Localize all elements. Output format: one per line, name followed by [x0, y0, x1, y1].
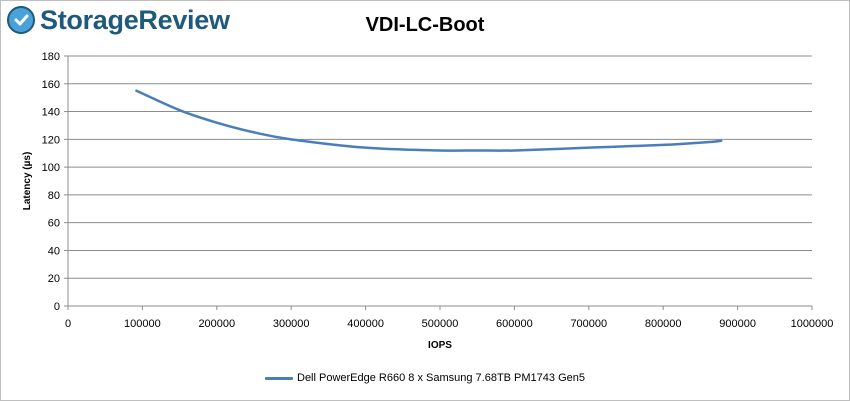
x-tick-label: 200000 — [198, 318, 235, 330]
x-tick-label: 500000 — [422, 318, 459, 330]
storagereview-logo-icon — [7, 6, 35, 34]
y-tick-labels: 0 20 40 60 80 100 120 140 160 180 — [42, 51, 60, 313]
series-group — [135, 89, 723, 152]
x-tick-label: 100000 — [124, 318, 161, 330]
y-tick-label: 20 — [48, 273, 60, 285]
chart-title: VDI-LC-Boot — [365, 14, 485, 36]
legend-swatch — [265, 376, 293, 380]
x-tick-label: 1000000 — [791, 318, 834, 330]
brand-name: StorageReview — [40, 4, 230, 35]
y-tick-label: 80 — [48, 190, 60, 202]
y-tick-label: 120 — [42, 134, 60, 146]
x-tick-label: 400000 — [347, 318, 384, 330]
y-tick-label: 160 — [42, 79, 60, 91]
x-tick-label: 700000 — [570, 318, 607, 330]
y-tick-label: 0 — [54, 301, 60, 313]
brand-logo: StorageReview — [6, 4, 230, 36]
x-tick-label: 800000 — [645, 318, 682, 330]
x-tick-label: 0 — [65, 318, 71, 330]
y-tick-label: 180 — [42, 51, 60, 63]
x-tick-label: 900000 — [719, 318, 756, 330]
gridlines — [68, 55, 812, 279]
x-axis-label: IOPS — [428, 340, 452, 351]
axes — [64, 55, 813, 310]
y-tick-label: 60 — [48, 218, 60, 230]
legend-label: Dell PowerEdge R660 8 x Samsung 7.68TB P… — [297, 372, 585, 384]
x-tick-labels: 0 100000 200000 300000 400000 500000 600000 700… — [65, 318, 833, 330]
x-tick-label: 300000 — [273, 318, 310, 330]
y-tick-label: 100 — [42, 162, 60, 174]
x-tick-label: 600000 — [496, 318, 533, 330]
y-tick-label: 40 — [48, 245, 60, 257]
y-tick-label: 140 — [42, 107, 60, 119]
legend: Dell PowerEdge R660 8 x Samsung 7.68TB P… — [0, 372, 850, 384]
series-line-0 — [135, 89, 723, 152]
y-axis-label: Latency (µs) — [22, 152, 33, 211]
